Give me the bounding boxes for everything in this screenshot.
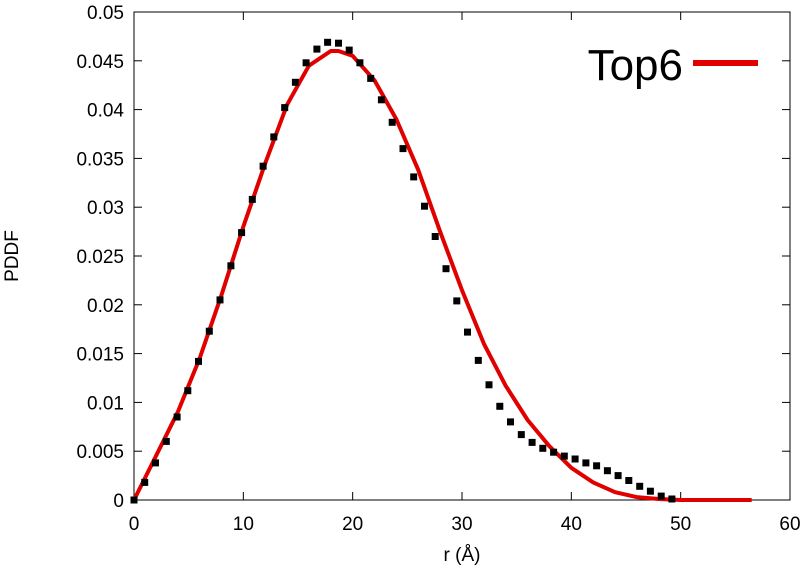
experimental-data-point — [496, 402, 504, 410]
experimental-data-point — [593, 462, 601, 470]
experimental-data-point — [162, 437, 170, 445]
experimental-data-point — [173, 413, 181, 421]
experimental-data-point — [281, 104, 289, 112]
experimental-data-point — [550, 448, 558, 456]
experimental-data-point — [388, 118, 396, 126]
y-tick-label: 0 — [113, 491, 124, 512]
y-tick-label: 0.045 — [76, 52, 124, 73]
experimental-data-point — [431, 233, 439, 240]
y-tick-label: 0.05 — [87, 3, 124, 24]
experimental-data-point — [668, 495, 676, 503]
y-tick-label: 0.02 — [87, 296, 124, 317]
experimental-data-point — [485, 381, 493, 389]
experimental-data-point — [603, 467, 611, 475]
experimental-data-point — [560, 452, 568, 460]
experimental-data-point — [614, 472, 622, 480]
experimental-data-point — [421, 202, 428, 210]
y-tick-label: 0.005 — [76, 442, 124, 463]
x-tick-label: 30 — [451, 514, 472, 535]
experimental-data-point — [141, 478, 149, 486]
experimental-data-point — [474, 356, 482, 364]
experimental-data-point — [453, 297, 461, 305]
experimental-data-point — [345, 46, 353, 54]
y-tick-label: 0.035 — [76, 149, 124, 170]
legend-label: Top6 — [588, 41, 683, 90]
experimental-data-point — [636, 482, 644, 490]
x-tick-label: 40 — [561, 514, 582, 535]
experimental-data-point — [571, 455, 579, 463]
experimental-data-point — [582, 459, 590, 467]
experimental-data-point — [270, 133, 278, 141]
experimental-data-point — [335, 39, 342, 47]
experimental-data-point — [184, 387, 192, 395]
experimental-data-point — [130, 496, 138, 504]
x-axis-label: r (Å) — [444, 545, 481, 566]
experimental-data-point — [205, 327, 213, 335]
y-tick-label: 0.01 — [87, 393, 124, 414]
top6-fit-line — [132, 49, 752, 502]
experimental-data-point — [399, 145, 407, 153]
y-tick-label: 0.015 — [76, 345, 124, 366]
experimental-data-point — [324, 38, 332, 46]
experimental-data-point — [657, 492, 665, 500]
experimental-data-point — [302, 59, 310, 67]
experimental-data-point — [539, 444, 547, 452]
experimental-data-point — [625, 477, 633, 484]
experimental-data-point — [195, 357, 202, 365]
experimental-data-point — [528, 438, 536, 446]
legend: Top6 — [588, 41, 758, 90]
y-tick-label: 0.04 — [87, 101, 124, 122]
experimental-data-point — [646, 487, 654, 495]
experimental-data-point — [377, 96, 385, 104]
experimental-data-point — [248, 195, 256, 203]
experimental-data-point — [227, 262, 235, 270]
x-tick-label: 0 — [129, 514, 140, 535]
x-tick-label: 60 — [779, 514, 800, 535]
experimental-data-point — [152, 459, 159, 467]
experimental-data-point — [367, 74, 375, 82]
experimental-data-point — [464, 328, 471, 336]
experimental-data-point — [291, 78, 299, 86]
experimental-data-point — [442, 265, 450, 273]
y-tick-label: 0.03 — [87, 198, 124, 219]
experimental-data-point — [238, 229, 246, 237]
experimental-data-point — [313, 45, 321, 53]
experimental-data-point — [216, 296, 224, 304]
experimental-data-point — [356, 59, 364, 67]
experimental-data-point — [259, 162, 267, 170]
experimental-data-point — [410, 173, 418, 181]
y-axis-ticks: 0 0.005 0.01 0.015 0.02 0.025 0.03 0.035 0.04 0.0… — [76, 3, 790, 512]
y-axis-label: PDDF — [2, 230, 23, 282]
experimental-data-point — [507, 418, 514, 426]
y-tick-label: 0.025 — [76, 247, 124, 268]
series-layer — [130, 38, 752, 504]
x-tick-label: 50 — [670, 514, 691, 535]
x-tick-label: 10 — [233, 514, 254, 535]
experimental-data-point — [517, 431, 525, 439]
x-axis-ticks: 0 10 20 30 40 50 60 — [129, 12, 800, 535]
x-tick-label: 20 — [342, 514, 363, 535]
